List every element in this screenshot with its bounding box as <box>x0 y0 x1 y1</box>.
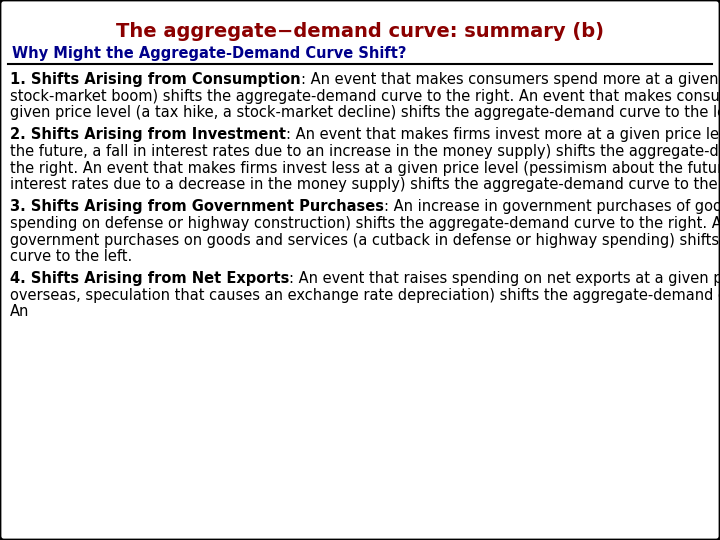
Text: : An event that makes firms invest more at a given price level (optimism about: : An event that makes firms invest more … <box>286 127 720 143</box>
Text: government purchases on goods and services (a cutback in defense or highway spen: government purchases on goods and servic… <box>10 233 720 247</box>
Text: the right. An event that makes firms invest less at a given price level (pessimi: the right. An event that makes firms inv… <box>10 160 720 176</box>
Text: 2. Shifts Arising from Investment: 2. Shifts Arising from Investment <box>10 127 286 143</box>
Text: stock-market boom) shifts the aggregate-demand curve to the right. An event that: stock-market boom) shifts the aggregate-… <box>10 89 720 104</box>
Text: : An event that makes consumers spend more at a given price level (a tax cut, a: : An event that makes consumers spend mo… <box>301 72 720 87</box>
Text: spending on defense or highway construction) shifts the aggregate-demand curve t: spending on defense or highway construct… <box>10 216 720 231</box>
Text: 1. Shifts Arising from Consumption: 1. Shifts Arising from Consumption <box>10 72 301 87</box>
Text: interest rates due to a decrease in the money supply) shifts the aggregate-deman: interest rates due to a decrease in the … <box>10 177 720 192</box>
Text: the future, a fall in interest rates due to an increase in the money supply) shi: the future, a fall in interest rates due… <box>10 144 720 159</box>
Text: overseas, speculation that causes an exchange rate depreciation) shifts the aggr: overseas, speculation that causes an exc… <box>10 288 720 303</box>
Text: The aggregate−demand curve: summary (b): The aggregate−demand curve: summary (b) <box>116 22 604 41</box>
Text: Why Might the Aggregate-Demand Curve Shift?: Why Might the Aggregate-Demand Curve Shi… <box>12 46 407 61</box>
Text: 3. Shifts Arising from Government Purchases: 3. Shifts Arising from Government Purcha… <box>10 199 384 214</box>
Text: : An event that raises spending on net exports at a given price level (a boom: : An event that raises spending on net e… <box>289 272 720 287</box>
Text: An: An <box>10 305 30 320</box>
Text: 4. Shifts Arising from Net Exports: 4. Shifts Arising from Net Exports <box>10 272 289 287</box>
Text: : An increase in government purchases of goods and services (greater: : An increase in government purchases of… <box>384 199 720 214</box>
Text: given price level (a tax hike, a stock-market decline) shifts the aggregate-dema: given price level (a tax hike, a stock-m… <box>10 105 720 120</box>
Text: curve to the left.: curve to the left. <box>10 249 132 264</box>
